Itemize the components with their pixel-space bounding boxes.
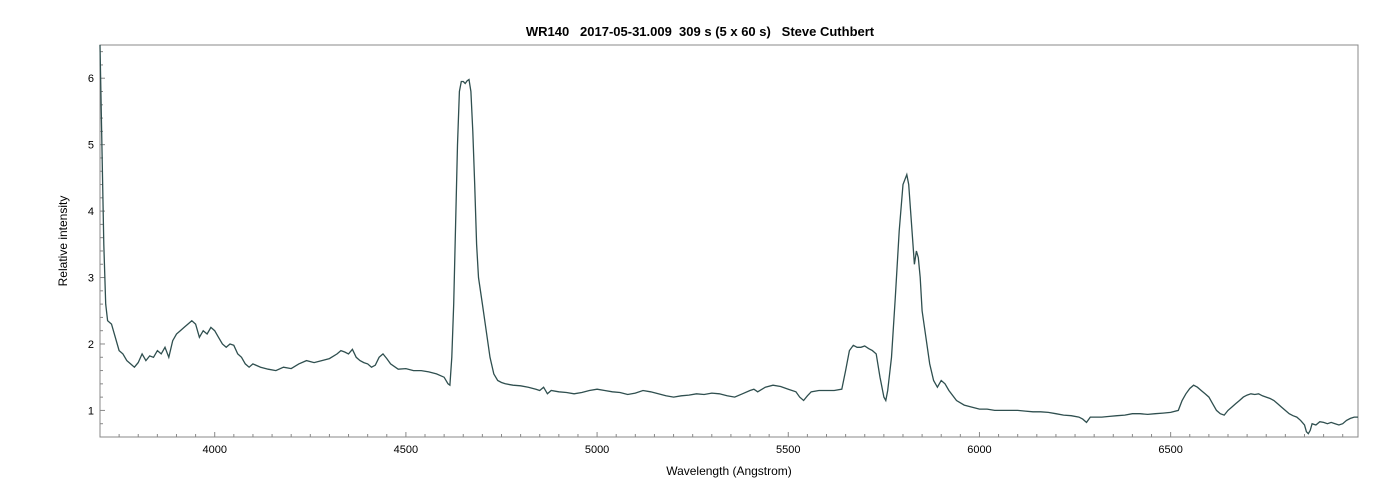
x-tick-label: 6500 [1158,444,1182,456]
plot-area [99,44,1359,438]
y-tick-label: 5 [88,140,94,152]
x-tick-label: 6000 [967,444,991,456]
y-tick-label: 4 [88,206,94,218]
chart-title: WR140 2017-05-31.009 309 s (5 x 60 s) St… [525,24,875,39]
x-axis: 4000 4500 5000 5500 6000 6500 [99,432,1344,456]
y-tick-label: 2 [88,339,94,351]
y-tick-label: 1 [88,405,94,417]
y-tick-label: 6 [88,73,94,85]
x-tick-label: 5500 [776,444,800,456]
series-line [99,44,1358,435]
y-axis-label: Relative intensity [56,196,70,287]
x-axis-label: Wavelength (Angstrom) [666,464,792,478]
y-tick-label: 3 [88,273,94,285]
x-tick-label: 4500 [394,444,418,456]
x-tick-label: 5000 [585,444,609,456]
x-tick-label: 4000 [202,444,226,456]
y-axis: 1 2 3 4 5 6 [88,51,105,438]
